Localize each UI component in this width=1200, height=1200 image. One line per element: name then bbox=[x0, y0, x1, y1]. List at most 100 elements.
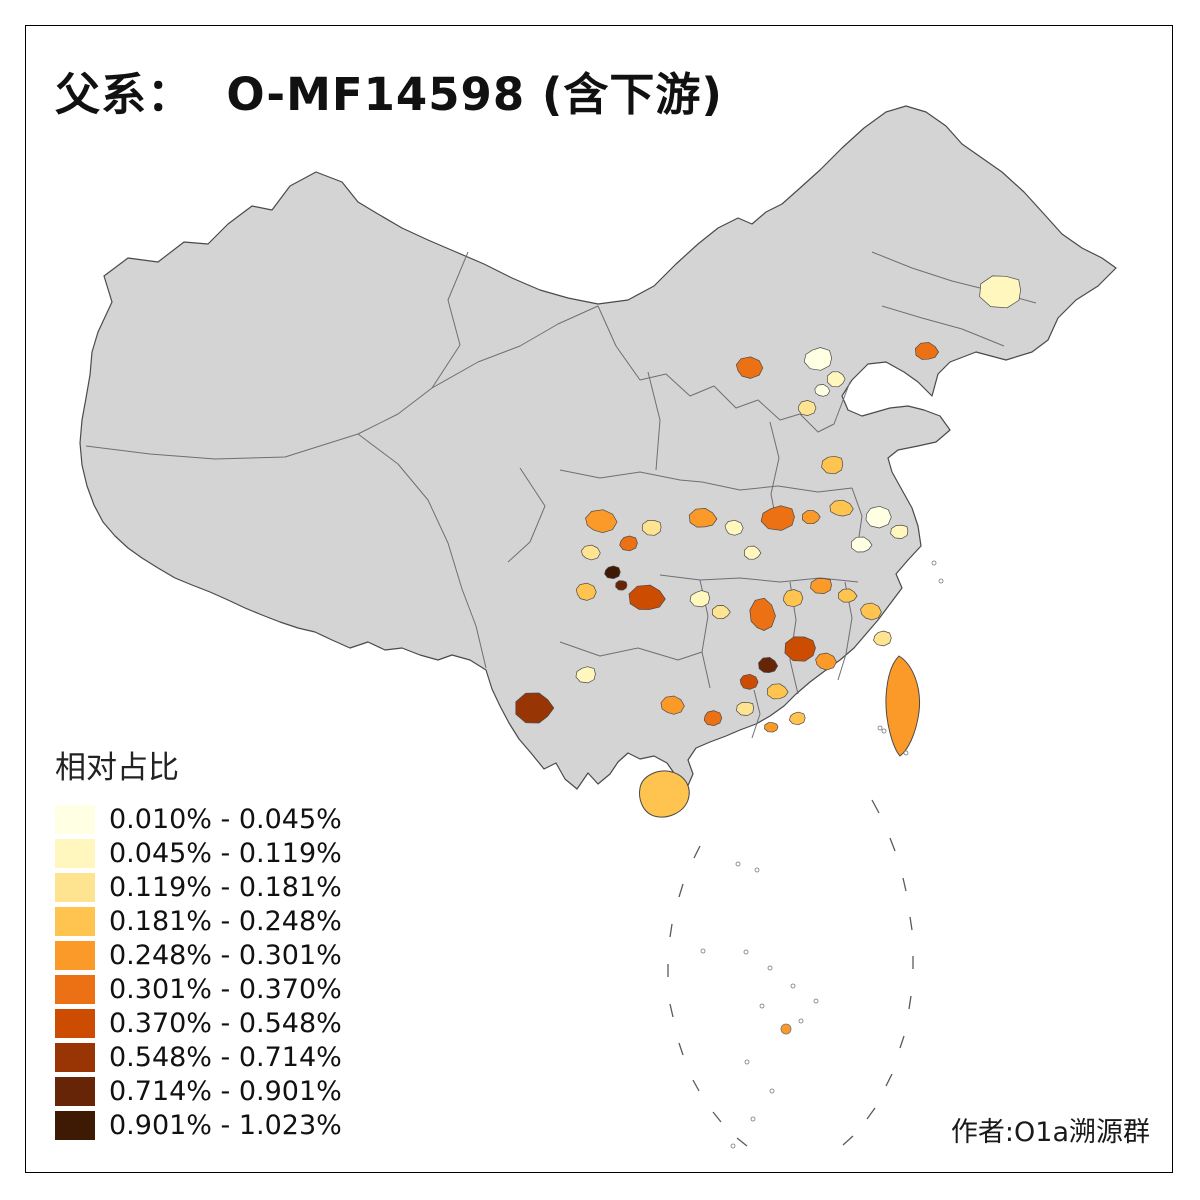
map-region bbox=[735, 356, 764, 379]
dash-segment bbox=[693, 845, 701, 859]
map-region bbox=[712, 605, 731, 619]
legend-label: 0.370% - 0.548% bbox=[109, 1008, 342, 1039]
legend-row: 0.301% - 0.370% bbox=[55, 974, 342, 1005]
islet bbox=[881, 728, 887, 734]
islet bbox=[735, 861, 741, 867]
dash-segment bbox=[899, 1035, 905, 1049]
legend-swatch bbox=[55, 907, 95, 936]
legend-label: 0.010% - 0.045% bbox=[109, 804, 342, 835]
legend-label: 0.181% - 0.248% bbox=[109, 906, 342, 937]
map-region bbox=[764, 722, 779, 733]
map-region bbox=[660, 695, 685, 715]
dash-segment bbox=[889, 837, 896, 852]
map-region bbox=[749, 597, 776, 631]
legend-swatch bbox=[55, 873, 95, 902]
map-region bbox=[585, 509, 618, 534]
map-region bbox=[803, 347, 833, 371]
province-border bbox=[357, 251, 469, 435]
map-region bbox=[979, 275, 1021, 309]
province-border bbox=[357, 433, 487, 669]
province-border bbox=[559, 469, 703, 483]
dash-segment bbox=[842, 1135, 854, 1146]
legend-row: 0.119% - 0.181% bbox=[55, 872, 342, 903]
map-region bbox=[689, 590, 710, 608]
islet bbox=[813, 998, 819, 1004]
province-border bbox=[881, 305, 1005, 347]
legend-row: 0.248% - 0.301% bbox=[55, 940, 342, 971]
map-region bbox=[736, 701, 754, 716]
province-border bbox=[769, 421, 780, 521]
legend-swatch bbox=[55, 941, 95, 970]
islet bbox=[767, 965, 773, 971]
legend-row: 0.181% - 0.248% bbox=[55, 906, 342, 937]
province-border bbox=[851, 487, 863, 545]
map-region bbox=[766, 683, 789, 700]
map-region bbox=[798, 400, 817, 416]
legend-label: 0.548% - 0.714% bbox=[109, 1042, 342, 1073]
map-region bbox=[783, 589, 804, 608]
map-region bbox=[838, 588, 858, 603]
map-region bbox=[829, 499, 854, 517]
dash-segment bbox=[885, 1073, 893, 1087]
province-border bbox=[701, 481, 853, 493]
legend-row: 0.714% - 0.901% bbox=[55, 1076, 342, 1107]
dash-segment bbox=[909, 916, 913, 931]
province-border bbox=[559, 641, 703, 661]
legend-swatch bbox=[55, 1043, 95, 1072]
map-region bbox=[821, 455, 844, 475]
dash-segment bbox=[712, 1111, 722, 1123]
legend-title: 相对占比 bbox=[55, 750, 179, 786]
legend-row: 0.370% - 0.548% bbox=[55, 1008, 342, 1039]
map-region bbox=[703, 710, 723, 727]
map-legend: 相对占比 0.010% - 0.045% 0.045% - 0.119% 0.1… bbox=[55, 742, 342, 1145]
dash-segment bbox=[871, 799, 880, 814]
province-borders bbox=[85, 251, 1037, 739]
legend-swatch bbox=[55, 839, 95, 868]
map-region bbox=[760, 505, 795, 531]
islet bbox=[938, 578, 944, 584]
dash-segment bbox=[902, 877, 907, 892]
islet bbox=[931, 560, 937, 566]
nine-dash-line bbox=[667, 799, 914, 1147]
islet bbox=[769, 1088, 775, 1094]
islet bbox=[759, 1003, 765, 1009]
legend-label: 0.901% - 1.023% bbox=[109, 1110, 342, 1141]
map-region bbox=[575, 666, 596, 684]
small-islands bbox=[700, 560, 944, 1149]
legend-label: 0.248% - 0.301% bbox=[109, 940, 342, 971]
legend-row: 0.548% - 0.714% bbox=[55, 1042, 342, 1073]
legend-swatch bbox=[55, 1111, 95, 1140]
colored-regions bbox=[515, 275, 1021, 733]
islet bbox=[744, 1059, 750, 1065]
hainan-island bbox=[639, 770, 690, 818]
dash-segment bbox=[866, 1107, 876, 1120]
legend-swatch bbox=[55, 975, 95, 1004]
taiwan-island bbox=[885, 655, 921, 757]
dash-segment bbox=[678, 1042, 684, 1056]
islet bbox=[798, 1018, 804, 1024]
map-region bbox=[581, 544, 601, 561]
dash-segment bbox=[736, 1137, 748, 1147]
legend-swatch bbox=[55, 1077, 95, 1106]
page-title: 父系： O-MF14598 (含下游) bbox=[55, 68, 723, 121]
dash-segment bbox=[678, 883, 684, 898]
map-region bbox=[810, 578, 832, 594]
islet bbox=[877, 725, 883, 731]
legend-swatch bbox=[55, 805, 95, 834]
map-region bbox=[619, 535, 638, 552]
province-border bbox=[597, 305, 851, 433]
dash-segment bbox=[908, 995, 912, 1010]
islet bbox=[750, 1116, 756, 1122]
legend-row: 0.010% - 0.045% bbox=[55, 804, 342, 835]
legend-label: 0.045% - 0.119% bbox=[109, 838, 342, 869]
map-region bbox=[890, 524, 909, 539]
map-region bbox=[628, 584, 666, 610]
map-region bbox=[604, 565, 621, 580]
map-region bbox=[724, 519, 744, 536]
colored-islet bbox=[780, 1023, 792, 1035]
map-region bbox=[860, 602, 882, 621]
map-region bbox=[827, 371, 846, 388]
islet bbox=[730, 1143, 736, 1149]
legend-row: 0.045% - 0.119% bbox=[55, 838, 342, 869]
province-border bbox=[751, 689, 761, 739]
